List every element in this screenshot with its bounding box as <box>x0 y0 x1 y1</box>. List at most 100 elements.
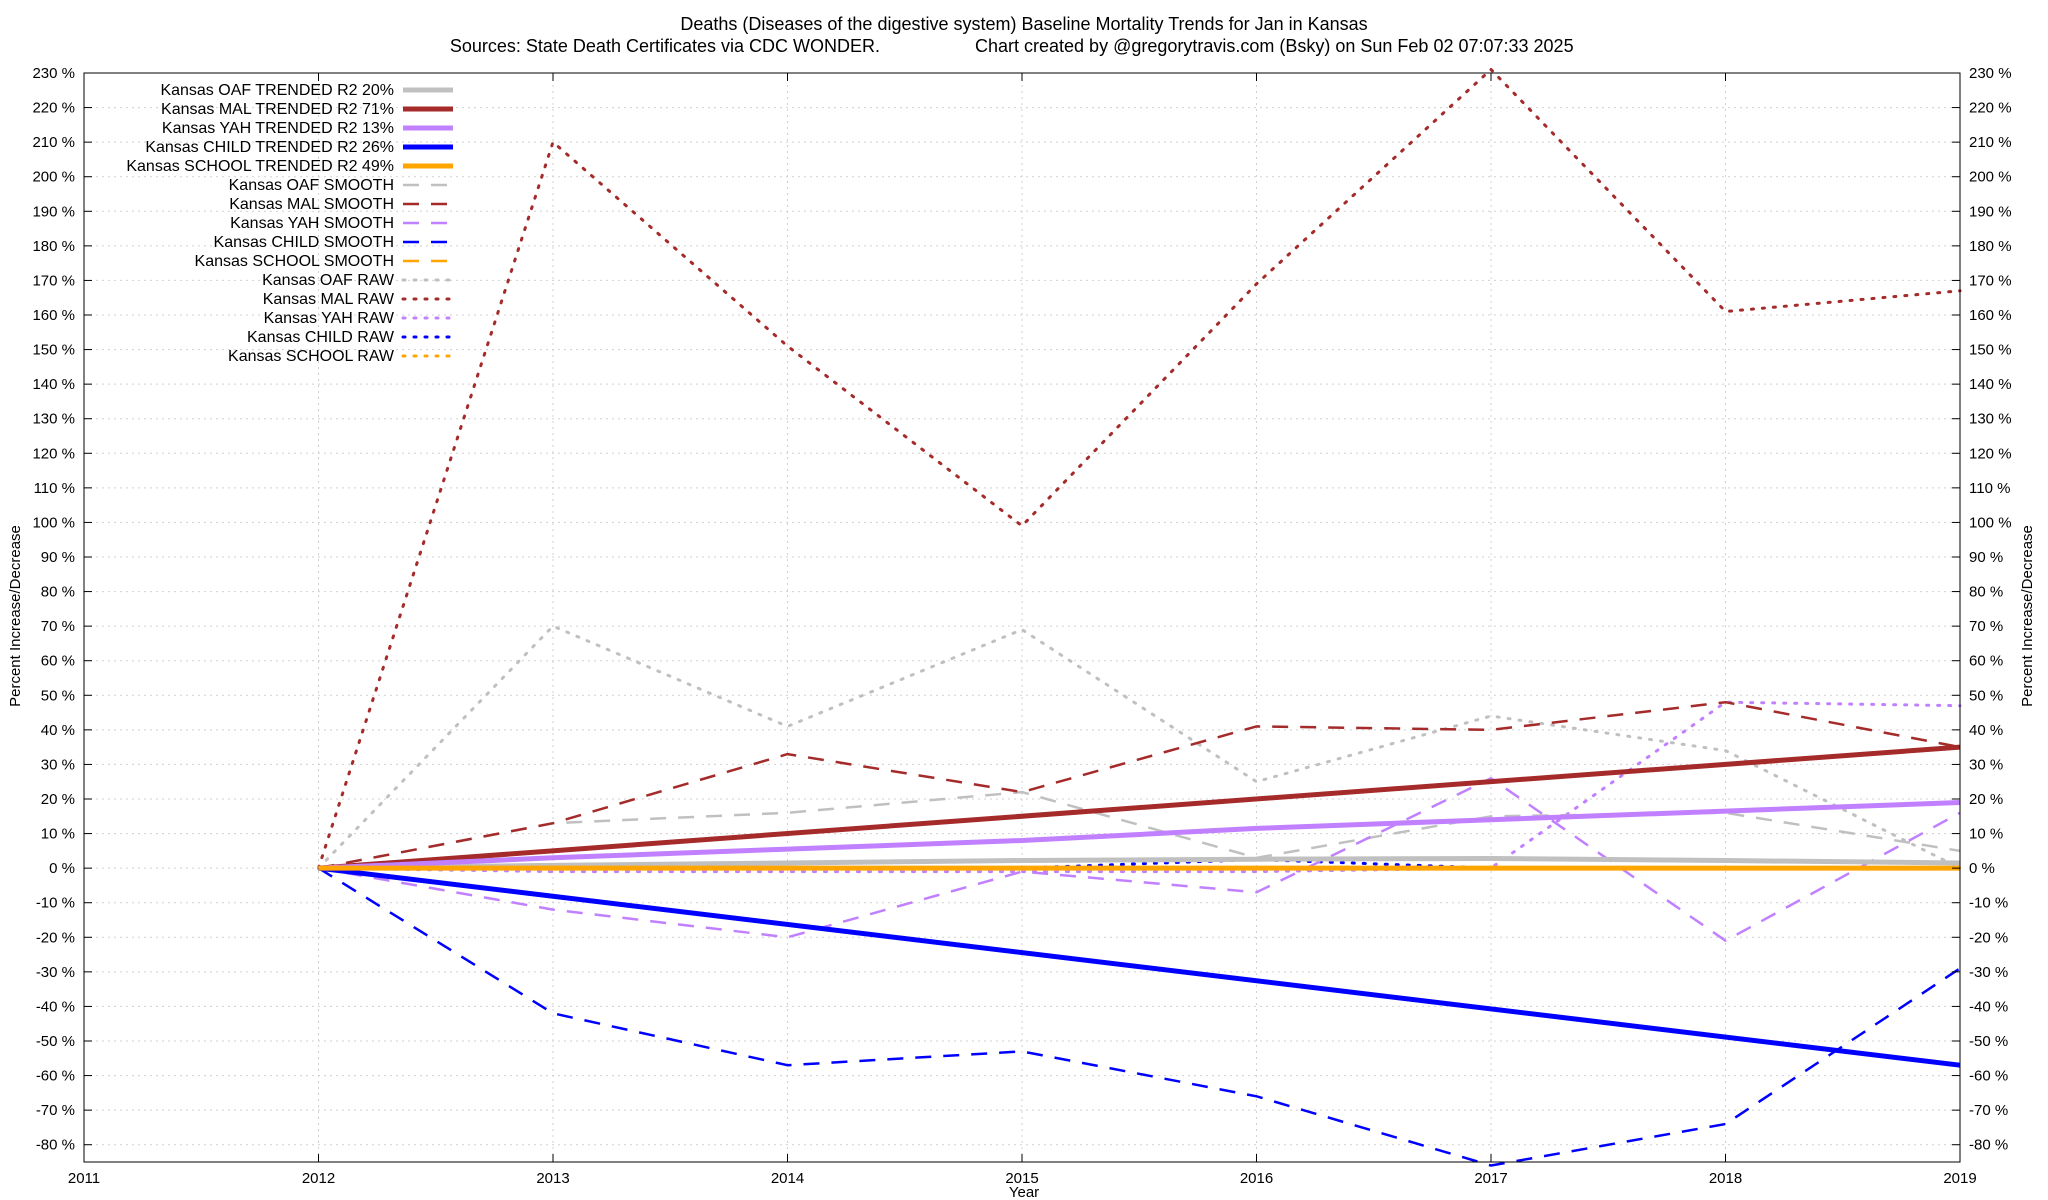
legend-label: Kansas YAH TRENDED R2 13% <box>162 120 394 137</box>
legend-label: Kansas SCHOOL RAW <box>228 348 395 365</box>
y-tick-label-right: 180 % <box>1969 238 2012 255</box>
y-tick-label-right: 170 % <box>1969 272 2012 289</box>
y-tick-label-left: 70 % <box>41 618 75 635</box>
x-tick-label: 2013 <box>536 1170 569 1187</box>
y-tick-label-right: 70 % <box>1969 618 2003 635</box>
y-tick-label-left: 110 % <box>34 480 75 497</box>
y-tick-label-left: 190 % <box>32 203 75 220</box>
series-line-kansas-yah-raw <box>317 700 1962 874</box>
y-tick-label-right: 140 % <box>1969 376 2012 393</box>
y-tick-label-right: 0 % <box>1969 860 1995 877</box>
legend-label: Kansas CHILD SMOOTH <box>214 234 394 251</box>
y-tick-label-right: 100 % <box>1969 514 2012 531</box>
legend-label: Kansas MAL TRENDED R2 71% <box>161 101 394 118</box>
legend-label: Kansas CHILD RAW <box>247 329 395 346</box>
x-tick-label: 2017 <box>1474 1170 1507 1187</box>
y-tick-label-right: 30 % <box>1969 756 2003 773</box>
y-tick-label-right: -20 % <box>1969 929 2008 946</box>
series-line-kansas-mal-trended <box>318 744 1961 871</box>
y-tick-label-right: 120 % <box>1969 445 2012 462</box>
y-tick-label-right: -40 % <box>1969 998 2008 1015</box>
y-tick-label-right: -10 % <box>1969 895 2008 912</box>
x-tick-label: 2014 <box>771 1170 804 1187</box>
y-tick-label-right: -60 % <box>1969 1068 2008 1085</box>
y-tick-label-right: -30 % <box>1969 964 2008 981</box>
x-tick-label: 2015 <box>1005 1170 1038 1187</box>
y-tick-label-right: 110 % <box>1969 480 2010 497</box>
y-tick-label-left: 170 % <box>32 272 75 289</box>
y-tick-label-left: 100 % <box>32 514 75 531</box>
x-tick-label: 2018 <box>1709 1170 1742 1187</box>
series-line-kansas-child-trended <box>318 865 1961 1068</box>
series-group <box>317 68 1962 1167</box>
y-tick-label-right: -70 % <box>1969 1102 2008 1119</box>
x-tick-label: 2012 <box>302 1170 335 1187</box>
y-tick-label-left: 40 % <box>41 722 75 739</box>
y-tick-label-left: 20 % <box>41 791 75 808</box>
y-tick-label-right: -80 % <box>1969 1137 2008 1154</box>
y-tick-label-left: 120 % <box>32 445 75 462</box>
y-tick-label-right: 200 % <box>1969 169 2012 186</box>
chart-subtitle-source: Sources: State Death Certificates via CD… <box>450 36 880 56</box>
y-tick-label-left: -30 % <box>36 964 75 981</box>
legend-label: Kansas SCHOOL SMOOTH <box>195 253 394 270</box>
y-tick-label-left: 220 % <box>32 100 75 117</box>
y-tick-label-right: 160 % <box>1969 307 2012 324</box>
y-tick-label-right: -50 % <box>1969 1033 2008 1050</box>
legend-label: Kansas CHILD TRENDED R2 26% <box>145 139 394 156</box>
y-axis-title-left: Percent Increase/Decrease <box>7 525 24 707</box>
y-tick-label-left: -50 % <box>36 1033 75 1050</box>
legend-label: Kansas MAL RAW <box>263 291 395 308</box>
y-tick-label-left: 10 % <box>41 826 75 843</box>
x-tick-label: 2019 <box>1943 1170 1976 1187</box>
y-tick-label-left: 200 % <box>32 169 75 186</box>
y-tick-label-left: 0 % <box>49 860 75 877</box>
y-tick-label-left: -80 % <box>36 1137 75 1154</box>
y-tick-label-right: 150 % <box>1969 342 2012 359</box>
y-tick-label-right: 90 % <box>1969 549 2003 566</box>
y-tick-label-left: 60 % <box>41 653 75 670</box>
y-tick-label-right: 60 % <box>1969 653 2003 670</box>
y-tick-label-right: 80 % <box>1969 584 2003 601</box>
series-line-kansas-mal-smooth <box>318 700 1961 870</box>
legend-label: Kansas MAL SMOOTH <box>229 196 394 213</box>
y-tick-label-left: 230 % <box>32 65 75 82</box>
series-line-kansas-child-smooth <box>317 867 1961 1167</box>
y-tick-label-left: 180 % <box>32 238 75 255</box>
y-tick-label-right: 20 % <box>1969 791 2003 808</box>
legend-label: Kansas OAF RAW <box>262 272 395 289</box>
y-tick-label-left: 130 % <box>32 411 75 428</box>
y-axis-title-right: Percent Increase/Decrease <box>2019 525 2036 707</box>
legend-label: Kansas OAF TRENDED R2 20% <box>160 82 394 99</box>
x-axis-title: Year <box>1009 1184 1039 1200</box>
y-tick-label-right: 130 % <box>1969 411 2012 428</box>
legend-label: Kansas YAH RAW <box>264 310 395 327</box>
y-tick-label-left: -40 % <box>36 998 75 1015</box>
legend: Kansas OAF TRENDED R2 20% Kansas MAL TREN… <box>126 82 455 365</box>
y-tick-label-left: 30 % <box>41 756 75 773</box>
y-tick-label-left: -60 % <box>36 1068 75 1085</box>
legend-label: Kansas SCHOOL TRENDED R2 49% <box>126 158 394 175</box>
legend-label: Kansas OAF SMOOTH <box>229 177 394 194</box>
y-tick-label-left: 80 % <box>41 584 75 601</box>
y-tick-label-left: 210 % <box>32 134 75 151</box>
y-tick-label-left: 150 % <box>32 342 75 359</box>
series-line-kansas-oaf-raw <box>317 624 1962 870</box>
y-tick-label-right: 40 % <box>1969 722 2003 739</box>
series-line-kansas-mal-raw <box>317 68 1962 870</box>
y-tick-label-left: 50 % <box>41 687 75 704</box>
axis-ticks: 2011 2012 2013 2014 2015 2016 2017 2018 2019 -80 … <box>32 65 2011 1187</box>
y-tick-label-left: 140 % <box>32 376 75 393</box>
chart-title: Deaths (Diseases of the digestive system… <box>680 14 1367 34</box>
y-tick-label-right: 230 % <box>1969 65 2012 82</box>
y-tick-label-right: 50 % <box>1969 687 2003 704</box>
series-line-kansas-yah-trended <box>318 800 1961 871</box>
y-tick-label-right: 190 % <box>1969 203 2012 220</box>
y-tick-label-left: 160 % <box>32 307 75 324</box>
grid <box>84 72 1960 1162</box>
y-tick-label-left: -70 % <box>36 1102 75 1119</box>
chart-subtitle-credit: Chart created by @gregorytravis.com (Bsk… <box>975 36 1574 56</box>
y-tick-label-right: 10 % <box>1969 826 2003 843</box>
